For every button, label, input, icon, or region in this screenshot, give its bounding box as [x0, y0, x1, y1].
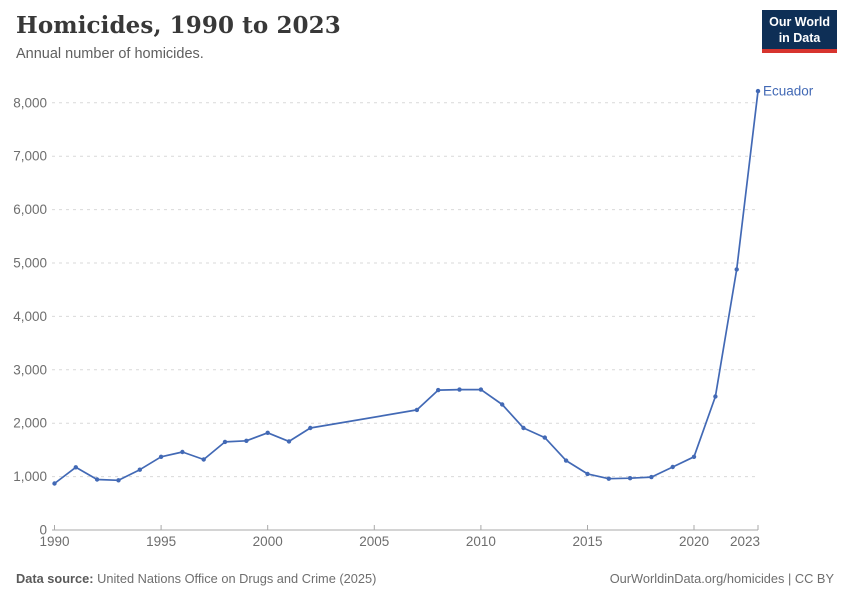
data-point-marker[interactable]	[734, 267, 739, 272]
data-point-marker[interactable]	[308, 425, 313, 431]
x-axis-tick-label: 2015	[572, 534, 602, 549]
y-axis-tick-label: 8,000	[13, 95, 47, 110]
y-axis-tick-label: 6,000	[13, 202, 47, 217]
y-axis-tick-label: 0	[39, 523, 47, 538]
series-line[interactable]	[53, 90, 759, 485]
data-point-marker[interactable]	[180, 449, 185, 455]
y-axis-tick-label: 3,000	[13, 362, 47, 377]
data-point-marker[interactable]	[713, 394, 718, 399]
chart-subtitle: Annual number of homicides.	[16, 46, 204, 62]
data-point-marker[interactable]	[563, 458, 569, 463]
data-point-marker[interactable]	[542, 435, 547, 440]
series-end-label[interactable]: Ecuador	[763, 84, 814, 99]
data-point-marker[interactable]	[627, 476, 633, 481]
chart-svg[interactable]: 0 1,000 2,000 3,000 4,000 5,000 6,000 7,000 8,00…	[0, 84, 850, 555]
data-point-marker[interactable]	[158, 454, 164, 459]
data-point-marker[interactable]	[436, 387, 441, 393]
x-axis-tick-label: 2020	[679, 534, 709, 549]
y-axis-tick-label: 4,000	[13, 309, 47, 324]
x-axis-tick-label: 1995	[146, 534, 176, 549]
data-point-marker[interactable]	[606, 476, 611, 481]
data-source-label: Data source:	[16, 571, 94, 586]
data-point-marker[interactable]	[94, 477, 100, 482]
data-point-marker[interactable]	[478, 387, 484, 392]
credit-link[interactable]: OurWorldinData.org/homicides | CC BY	[609, 571, 834, 586]
data-point-marker[interactable]	[265, 430, 270, 435]
y-axis-tick-label: 1,000	[13, 469, 47, 484]
x-axis-tick-label: 2010	[466, 534, 496, 549]
data-point-marker[interactable]	[670, 464, 675, 470]
data-point-marker[interactable]	[649, 474, 654, 480]
y-axis-tick-label: 7,000	[13, 149, 47, 164]
y-axis-tick-label: 5,000	[13, 256, 47, 271]
owid-logo[interactable]: Our World in Data	[762, 10, 837, 54]
data-point-marker[interactable]	[414, 407, 420, 413]
data-point-marker[interactable]	[500, 402, 505, 407]
x-axis-tick-label: 2005	[359, 534, 389, 549]
page-title: Homicides, 1990 to 2023	[16, 12, 341, 39]
x-axis-tick-label: 2000	[253, 534, 283, 549]
x-axis-tick-label: 1990	[39, 534, 69, 549]
data-point-marker[interactable]	[286, 439, 292, 444]
data-point-marker[interactable]	[691, 454, 697, 459]
data-source-text: United Nations Office on Drugs and Crime…	[93, 571, 377, 586]
data-point-marker[interactable]	[457, 387, 462, 392]
data-point-marker[interactable]	[585, 471, 590, 477]
data-point-marker[interactable]	[201, 457, 206, 462]
chart-footer: Data source: United Nations Office on Dr…	[16, 571, 834, 586]
data-point-marker[interactable]	[116, 478, 121, 483]
owid-logo-line1: Our World	[769, 15, 830, 29]
data-point-marker[interactable]	[521, 425, 526, 431]
data-source: Data source: United Nations Office on Dr…	[16, 571, 376, 586]
data-point-marker[interactable]	[137, 467, 142, 472]
data-point-marker[interactable]	[755, 88, 761, 94]
data-point-marker[interactable]	[73, 465, 79, 470]
chart-header: Homicides, 1990 to 2023 Annual number of…	[16, 12, 834, 62]
data-point-marker[interactable]	[52, 481, 57, 486]
data-point-marker[interactable]	[244, 438, 249, 443]
y-axis-tick-label: 2,000	[13, 416, 47, 431]
data-point-marker[interactable]	[222, 439, 228, 445]
chart-area[interactable]: 0 1,000 2,000 3,000 4,000 5,000 6,000 7,000 8,00…	[0, 84, 850, 555]
x-axis-tick-label: 2023	[730, 534, 760, 549]
owid-logo-line2: in Data	[778, 30, 821, 45]
